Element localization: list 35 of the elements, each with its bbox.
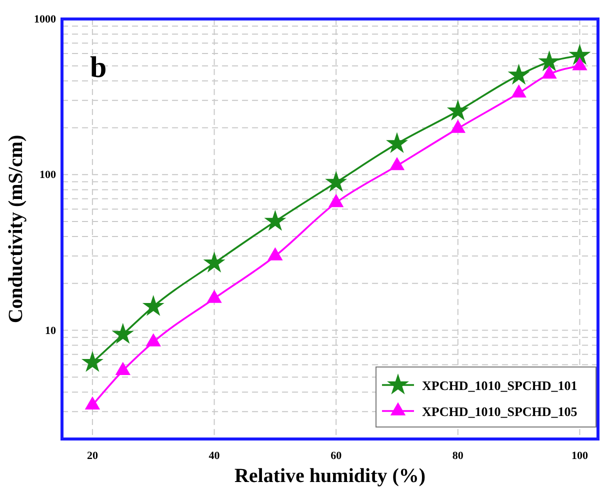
x-tick-label: 100 (571, 450, 588, 462)
point (542, 65, 557, 79)
point (115, 362, 131, 376)
legend-label: XPCHD_1010_SPCHD_101 (422, 378, 578, 393)
x-axis-title: Relative humidity (%) (234, 465, 426, 487)
point (446, 100, 469, 120)
point (508, 64, 530, 85)
point (389, 156, 405, 170)
annotation: b (90, 51, 107, 84)
point (450, 120, 466, 133)
y-tick-label: 1000 (34, 14, 56, 26)
point (112, 322, 134, 344)
point (511, 84, 526, 98)
y-tick-label: 10 (45, 324, 56, 337)
point (81, 350, 104, 372)
point (325, 170, 348, 192)
point (268, 247, 283, 260)
x-tick-label: 80 (452, 450, 464, 462)
point (538, 50, 560, 72)
point (568, 44, 591, 65)
y-tick-label: 100 (40, 169, 56, 182)
y-axis-title: Conductivity (mS/cm) (5, 134, 27, 324)
point (264, 210, 286, 231)
x-tick-label: 20 (86, 450, 98, 462)
point (142, 294, 164, 316)
point (328, 194, 344, 208)
point (84, 396, 100, 410)
point (146, 333, 161, 346)
point (572, 57, 588, 70)
x-tick-label: 40 (208, 450, 220, 462)
point (206, 290, 222, 303)
point (386, 132, 408, 154)
legend-label: XPCHD_1010_SPCHD_105 (422, 404, 578, 419)
point (203, 252, 226, 272)
x-tick-label: 60 (330, 450, 342, 462)
